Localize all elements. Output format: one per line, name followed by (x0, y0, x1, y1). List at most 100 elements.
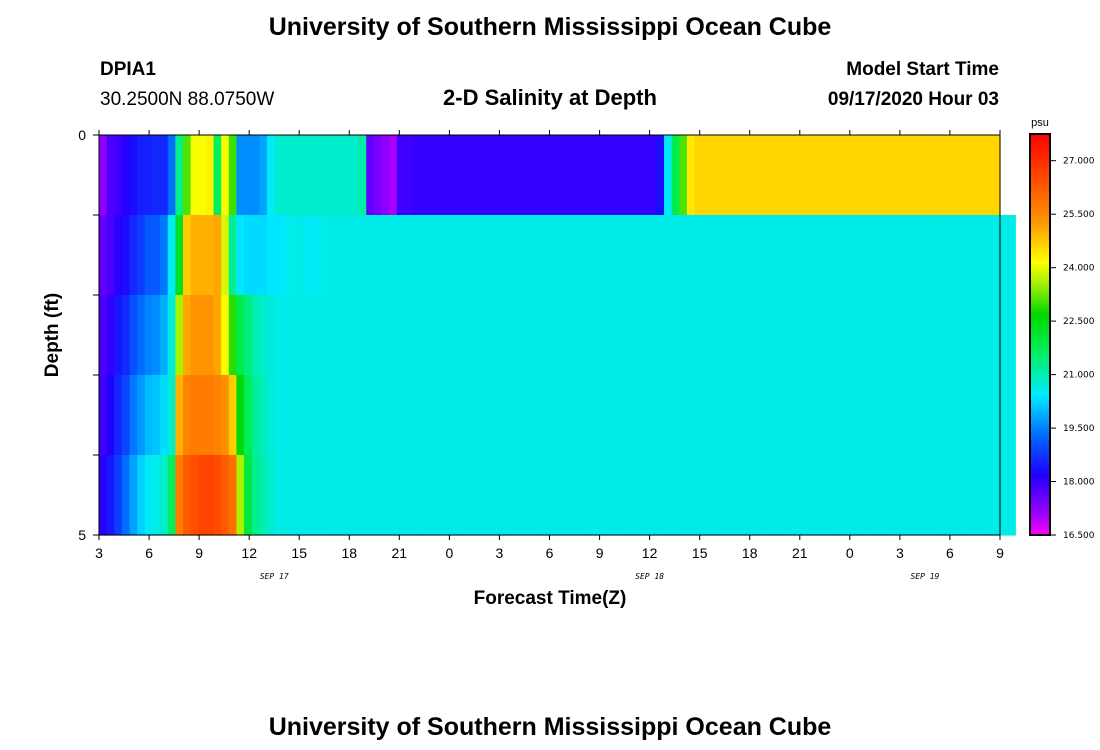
heatmap-cell (473, 215, 482, 296)
heatmap-cell (686, 215, 696, 296)
heatmap-cell (816, 375, 825, 456)
heatmap-cell (679, 455, 688, 536)
heatmap-cell (106, 295, 115, 376)
heatmap-cell (389, 215, 398, 296)
heatmap-cell (992, 455, 1001, 536)
heatmap-cell (427, 455, 436, 536)
heatmap-cell (511, 455, 520, 536)
heatmap-cell (786, 375, 795, 456)
heatmap-cell (228, 215, 238, 296)
heatmap-cell (740, 295, 749, 376)
heatmap-cell (457, 375, 467, 456)
heatmap-cell (763, 375, 772, 456)
heatmap-cell (549, 215, 558, 296)
heatmap-cell (335, 375, 344, 456)
heatmap-cell (564, 375, 574, 456)
heatmap-cell (702, 215, 711, 296)
heatmap-cell (572, 375, 581, 456)
heatmap-cell (740, 135, 749, 216)
heatmap-cell (572, 455, 581, 536)
heatmap-cell (885, 135, 894, 216)
heatmap-cell (824, 455, 833, 536)
date-label: SEP 17 (260, 572, 289, 581)
colorbar-unit: psu (1031, 117, 1049, 129)
heatmap-cell (847, 135, 856, 216)
heatmap-cell (343, 375, 352, 456)
heatmap-cell (977, 215, 986, 296)
heatmap-cell (618, 295, 627, 376)
heatmap-cell (396, 295, 406, 376)
heatmap-cell (748, 135, 757, 216)
heatmap-cell (854, 375, 864, 456)
heatmap-cell (99, 375, 108, 456)
heatmap-cell (213, 215, 222, 296)
heatmap-cell (282, 135, 291, 216)
heatmap-cell (809, 215, 818, 296)
heatmap-cell (350, 295, 360, 376)
heatmap-cell (259, 215, 268, 296)
heatmap-cell (114, 295, 123, 376)
heatmap-cell (129, 375, 138, 456)
colorbar-tick-label: 24.000 (1063, 264, 1095, 274)
heatmap-cell (160, 375, 169, 456)
heatmap-cell (457, 295, 467, 376)
heatmap-cell (343, 295, 352, 376)
heatmap-cell (916, 295, 925, 376)
heatmap-cell (633, 375, 642, 456)
heatmap-cell (190, 375, 199, 456)
x-tick-label: 15 (692, 545, 708, 561)
heatmap-cell (916, 375, 925, 456)
heatmap-cell (648, 135, 657, 216)
heatmap-cell (557, 295, 566, 376)
heatmap-cell (847, 375, 856, 456)
heatmap-cell (839, 135, 848, 216)
heatmap-cell (335, 455, 344, 536)
page-title: University of Southern Mississippi Ocean… (269, 13, 832, 41)
heatmap-cell (282, 455, 291, 536)
heatmap-cell (786, 455, 795, 536)
heatmap-cell (610, 215, 619, 296)
heatmap-cell (366, 215, 375, 296)
heatmap-cell (641, 135, 650, 216)
heatmap-cell (740, 455, 749, 536)
heatmap-cell (748, 455, 757, 536)
heatmap-cell (809, 455, 818, 536)
heatmap-cell (496, 135, 505, 216)
heatmap-cell (442, 375, 451, 456)
y-tick-label: 5 (78, 527, 86, 543)
heatmap-cell (992, 295, 1001, 376)
heatmap-cell (534, 135, 543, 216)
heatmap-cell (916, 215, 925, 296)
heatmap-cell (763, 455, 772, 536)
heatmap-cell (396, 135, 406, 216)
colorbar-tick-label: 18.000 (1063, 478, 1095, 488)
heatmap-cell (854, 295, 864, 376)
heatmap-cell (534, 295, 543, 376)
heatmap-cell (839, 375, 848, 456)
heatmap-cell (305, 455, 314, 536)
heatmap-cell (518, 215, 528, 296)
heatmap-cell (793, 295, 803, 376)
heatmap-cell (656, 375, 665, 456)
heatmap-cell (404, 375, 413, 456)
heatmap-cell (625, 215, 635, 296)
heatmap-cell (320, 295, 329, 376)
heatmap-cell (992, 135, 1001, 216)
heatmap-cell (144, 135, 154, 216)
heatmap-cell (732, 215, 741, 296)
heatmap-cell (175, 295, 184, 376)
heatmap-cell (266, 375, 276, 456)
heatmap-cell (549, 135, 558, 216)
heatmap-cell (175, 375, 184, 456)
heatmap-cell (205, 295, 215, 376)
heatmap-cell (343, 215, 352, 296)
heatmap-cell (244, 455, 253, 536)
heatmap-cell (709, 455, 719, 536)
heatmap-cell (557, 215, 566, 296)
heatmap-cell (312, 455, 322, 536)
heatmap-cell (450, 295, 459, 376)
heatmap-cell (350, 135, 360, 216)
heatmap-cell (419, 375, 428, 456)
heatmap-cell (297, 295, 306, 376)
